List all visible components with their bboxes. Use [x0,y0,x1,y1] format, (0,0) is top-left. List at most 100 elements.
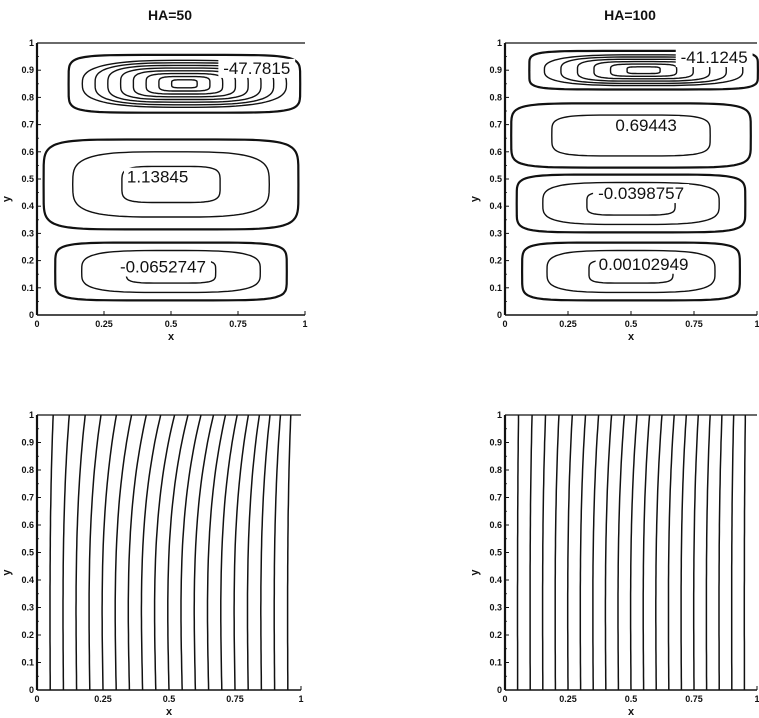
y-tick-label: 0.5 [21,548,34,558]
y-tick-label: 0.7 [489,493,502,503]
x-tick-label: 0.25 [95,319,113,329]
isotherm-line [516,415,520,690]
contour-line [551,114,711,157]
contour-line [71,151,271,218]
y-tick-label: 0.4 [489,575,502,585]
x-axis-label: x [168,331,175,343]
isotherm-line [220,414,238,691]
x-tick-label: 1 [754,694,759,704]
x-axis-label: x [628,706,635,718]
contour-line [80,249,262,294]
isotherm-line [153,414,176,691]
y-tick-label: 1 [29,38,34,48]
chart-panel-1: HA=50 0 0.1 0.2 0.3 0.4 0.5 0.6 0.7 0.8 0.9 1 0 0.25 0… [1,7,308,343]
isotherm-line [286,414,292,690]
contour-label-bg [124,167,192,187]
x-tick-label: 0.75 [685,694,703,704]
x-tick-label: 0.25 [559,694,577,704]
isotherm-line [180,414,202,691]
x-tick-label: 1 [298,694,303,704]
x-tick-label: 0.75 [226,694,244,704]
chart-panel-2: HA=100 0 0.1 0.2 0.3 0.4 0.5 0.6 0.7 0.8 0.9 1 0 0.25… [469,7,759,343]
contour-label: -0.0652747 [120,257,206,276]
y-tick-label: 0 [29,685,34,695]
y-tick-label: 0.9 [21,438,34,448]
chart-title: HA=50 [148,7,192,23]
isotherm-line [101,414,118,691]
contour-line [158,75,211,92]
y-tick-label: 0.2 [489,630,502,640]
y-tick-label: 0.3 [489,603,502,613]
isotherm-line [88,414,102,691]
y-axis-label: y [1,569,13,576]
y-tick-label: 0.8 [489,465,502,475]
x-tick-label: 0.5 [625,319,638,329]
y-tick-label: 0 [29,310,34,320]
contour-line [542,181,720,226]
isotherm-line [743,415,747,690]
contour-line [170,79,198,89]
contour-line [121,165,221,204]
cell-boundary [67,53,302,114]
contour-label: -0.0398757 [598,184,684,203]
y-tick-label: 1 [497,38,502,48]
chart-panel-4: 0 0.1 0.2 0.3 0.4 0.5 0.6 0.7 0.8 0.9 1 0 0.25 0.5 0.7… [469,410,759,718]
chart-panel-3: 0 0.1 0.2 0.3 0.4 0.5 0.6 0.7 0.8 0.9 1 0 0.25 0.5 0.7… [1,410,304,718]
y-tick-label: 0.8 [21,465,34,475]
y-tick-label: 0 [497,685,502,695]
cell-boundary [42,138,300,231]
contour-line [145,72,224,95]
contour-line [546,249,716,294]
isotherm-line [233,414,250,691]
y-tick-label: 0.1 [489,658,502,668]
contour-label-bg [218,58,296,78]
contour-line [609,63,678,77]
y-tick-label: 0.4 [21,201,34,211]
x-axis-label: x [628,331,635,343]
y-tick-label: 0.6 [21,520,34,530]
y-tick-label: 1 [29,410,34,420]
y-tick-label: 0.8 [21,92,34,102]
isotherm-line [193,414,215,691]
isotherm-line [140,414,162,691]
x-tick-label: 0.25 [559,319,577,329]
cell-boundary [515,173,747,234]
y-tick-label: 0.6 [489,520,502,530]
y-tick-label: 0.9 [21,65,34,75]
x-axis-label: x [166,706,173,718]
y-tick-label: 0.6 [489,147,502,157]
isotherm-line [246,414,261,691]
y-tick-label: 0.7 [21,120,34,130]
x-tick-label: 0 [502,319,507,329]
y-tick-label: 0.4 [489,201,502,211]
isotherm-line [49,414,54,690]
y-tick-label: 0.5 [489,174,502,184]
y-tick-label: 0.3 [489,228,502,238]
y-tick-label: 0.1 [21,658,34,668]
y-tick-label: 0.5 [21,174,34,184]
x-tick-label: 1 [302,319,307,329]
y-tick-label: 0.2 [489,256,502,266]
x-tick-label: 0.5 [163,694,176,704]
y-tick-label: 0 [497,310,502,320]
y-tick-label: 0.2 [21,630,34,640]
y-tick-label: 0.2 [21,256,34,266]
y-tick-label: 0.7 [21,493,34,503]
isotherm-line [579,414,587,690]
y-tick-label: 0.6 [21,147,34,157]
y-tick-label: 0.9 [489,65,502,75]
y-axis-label: y [1,195,13,202]
y-tick-label: 0.7 [489,120,502,130]
isotherm-line [604,414,613,690]
x-tick-label: 0 [34,319,39,329]
cell-boundary [520,241,742,302]
x-tick-label: 0.75 [685,319,703,329]
isotherm-line [554,414,560,690]
contour-label: 0.00102949 [599,255,689,274]
y-tick-label: 0.3 [21,228,34,238]
y-tick-label: 0.3 [21,603,34,613]
contour-label: -47.7815 [223,59,290,78]
isotherm-line [705,414,711,690]
isotherm-line [667,414,675,690]
